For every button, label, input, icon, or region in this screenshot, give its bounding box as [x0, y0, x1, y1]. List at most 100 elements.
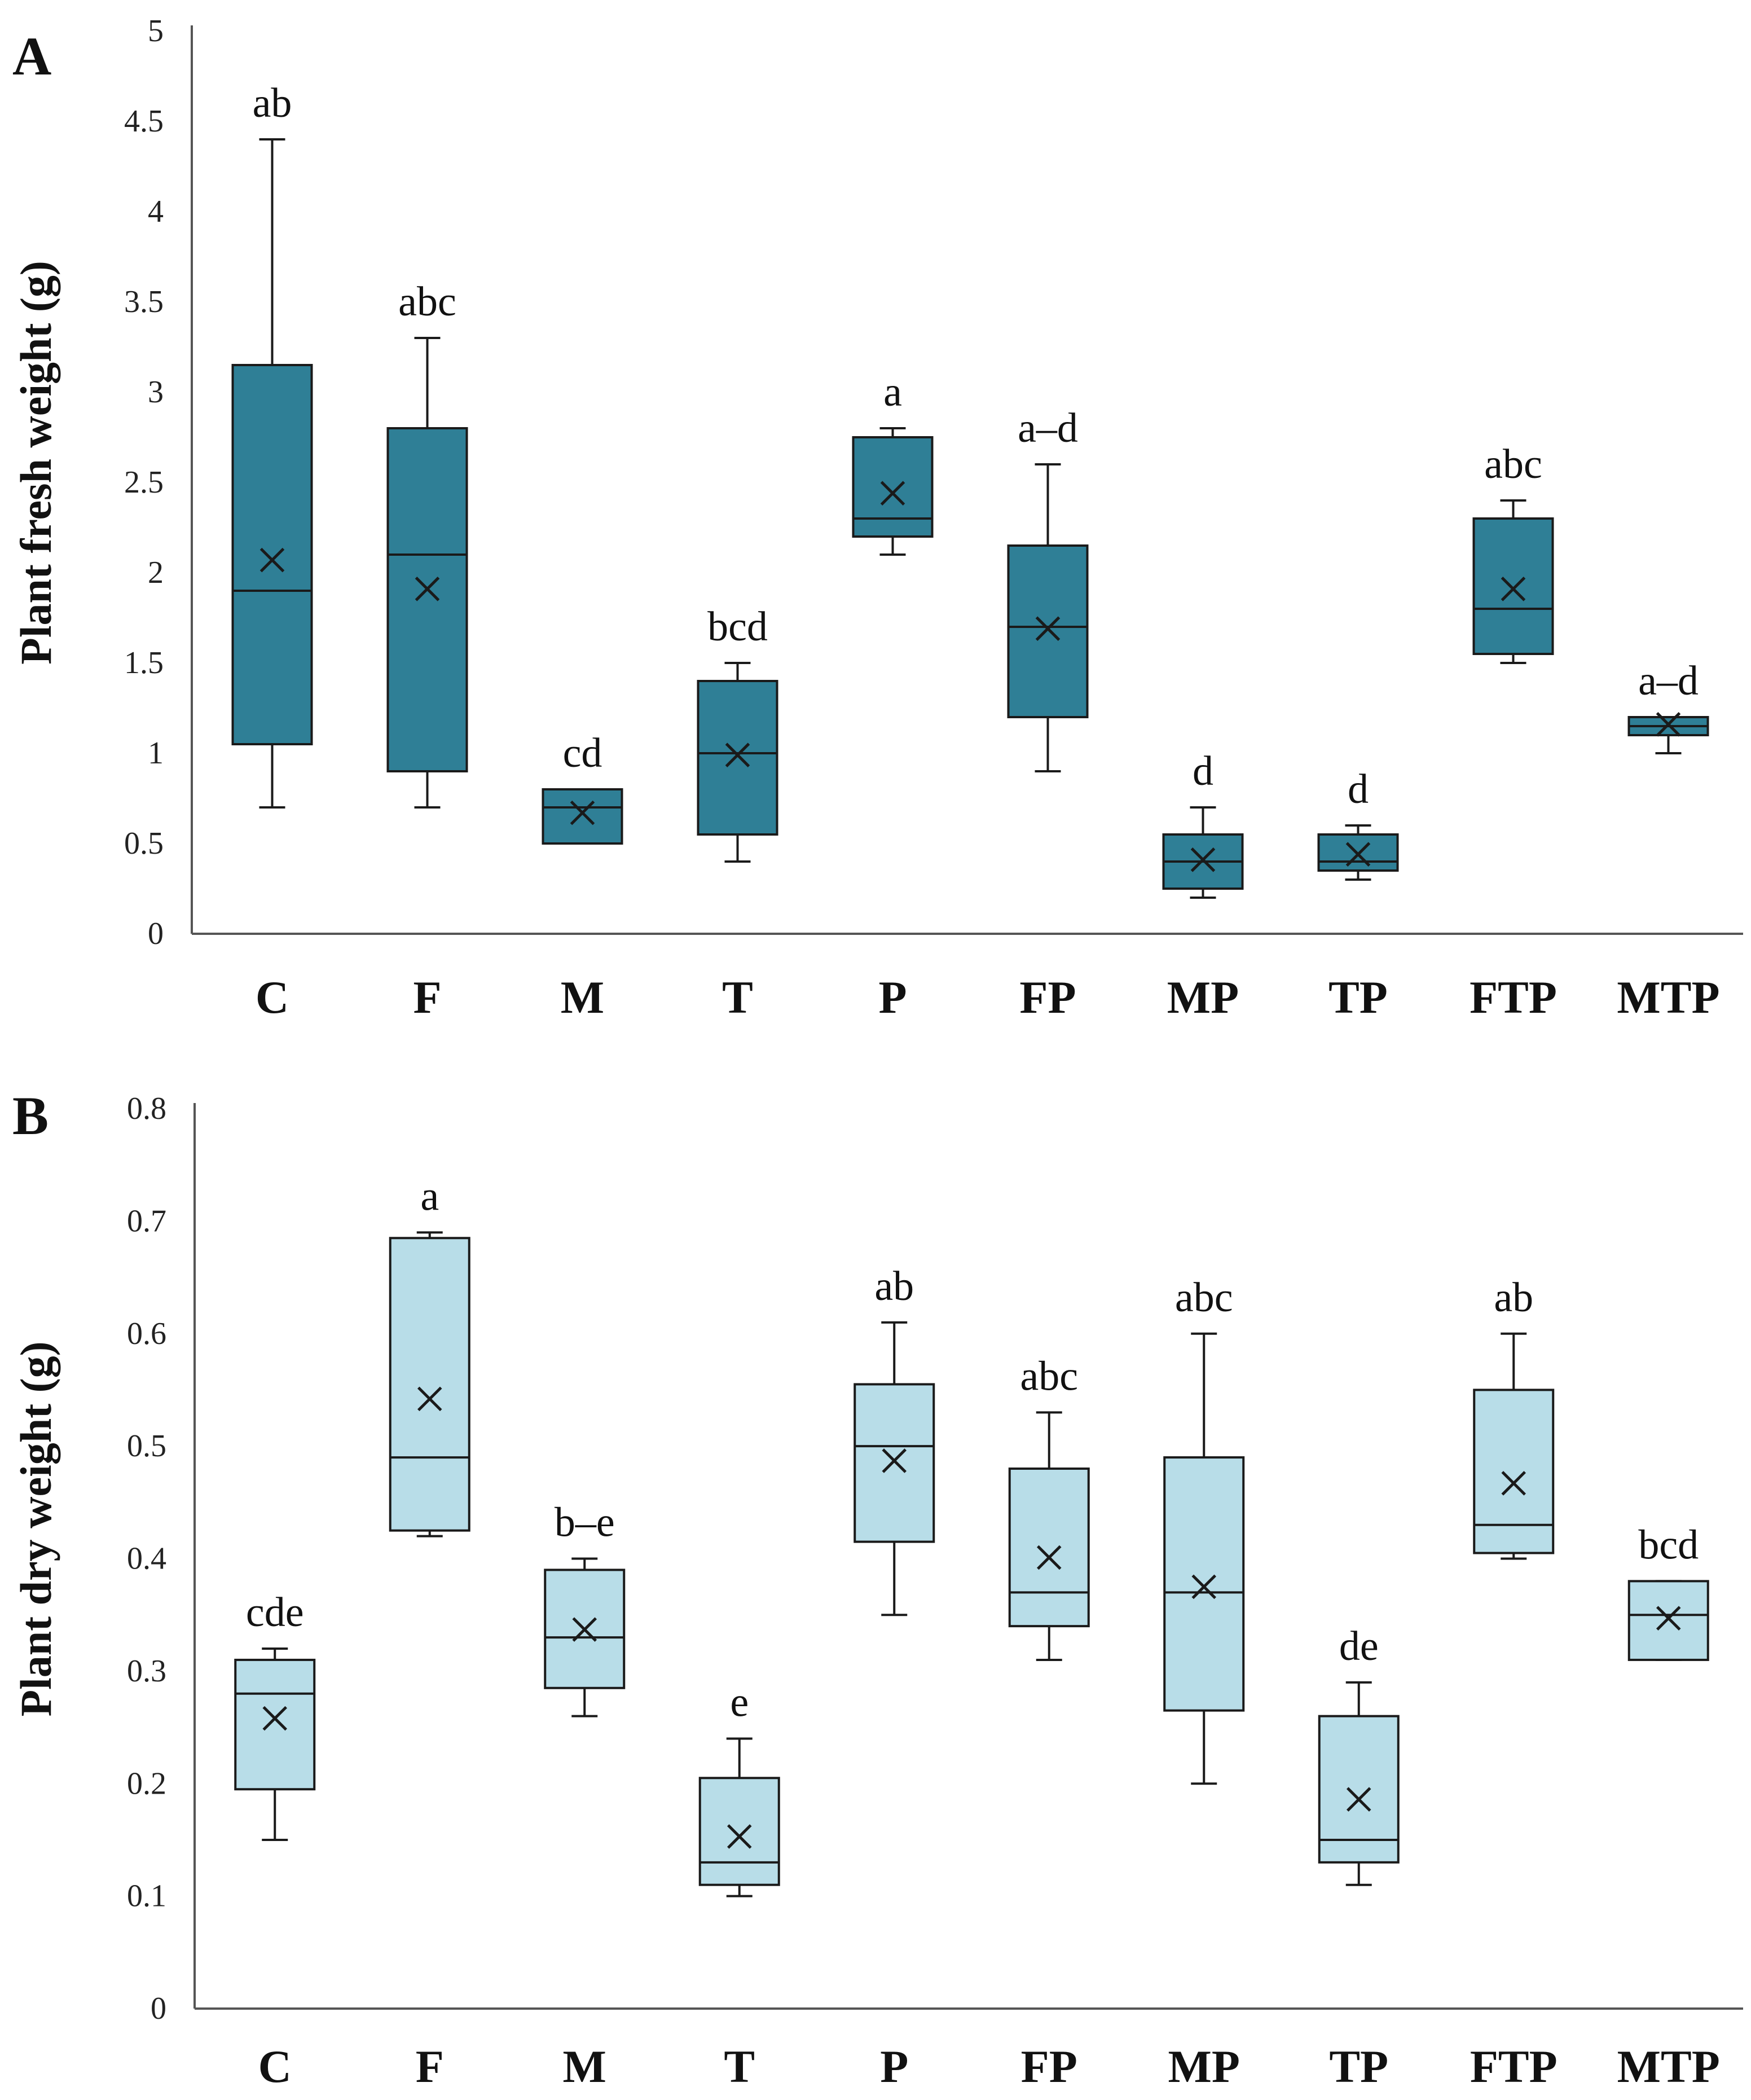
mean-marker	[1656, 712, 1681, 737]
y-tick-label: 0	[148, 916, 164, 951]
y-tick-label: 4.5	[124, 104, 164, 139]
y-tick-label: 3	[148, 375, 164, 410]
box-TP: de	[1318, 1623, 1400, 1886]
box-F: a	[389, 1173, 470, 1537]
panel-B: B Plant dry weight (g) 0 0.1 0.2 0.3 0.4 0.5 0.6…	[11, 1086, 1743, 2092]
significance-label: d	[1193, 748, 1213, 794]
box-iqr	[1008, 1468, 1090, 1628]
y-tick-label: 0.2	[127, 1766, 166, 1801]
y-tick-label: 2	[148, 555, 164, 590]
x-tick-label: F	[416, 2041, 444, 2092]
y-tick-label: 0.7	[127, 1203, 166, 1238]
box-iqr	[234, 1658, 316, 1791]
x-tick-label: FTP	[1470, 972, 1557, 1023]
y-tick-label: 0.8	[127, 1091, 166, 1126]
mean-marker	[415, 577, 440, 601]
x-tick-label: P	[878, 972, 907, 1023]
box-C: ab	[231, 80, 313, 809]
box-iqr	[542, 788, 623, 845]
panel-letter: A	[12, 26, 51, 86]
box-MP: d	[1162, 748, 1244, 899]
significance-label: abc	[1175, 1275, 1233, 1321]
box-iqr	[231, 364, 313, 745]
box-iqr	[698, 1777, 780, 1886]
box-FTP: abc	[1472, 441, 1554, 664]
box-FP: abc	[1008, 1353, 1090, 1661]
x-tick-label: FP	[1019, 972, 1076, 1023]
y-tick-label: 0.1	[127, 1879, 166, 1914]
x-tick-label: T	[722, 972, 753, 1023]
x-tick-label: C	[258, 2041, 292, 2092]
box-iqr	[697, 680, 778, 836]
box-MTP: a–d	[1627, 658, 1709, 754]
box-iqr	[852, 436, 934, 538]
y-tick-label: 2.5	[124, 465, 164, 500]
box-FP: a–d	[1007, 405, 1089, 772]
mean-marker	[1501, 1471, 1526, 1496]
mean-marker	[880, 481, 905, 506]
x-tick-label: F	[413, 972, 441, 1023]
mean-marker	[570, 800, 595, 825]
box-iqr	[386, 427, 468, 772]
y-tick-label: 0.5	[124, 826, 164, 861]
y-tick-label: 1	[148, 736, 164, 771]
box-M: cd	[542, 730, 623, 845]
x-tick-label: MTP	[1617, 972, 1719, 1023]
box-MP: abc	[1163, 1275, 1245, 1785]
box-P: ab	[853, 1263, 935, 1616]
mean-marker	[572, 1617, 597, 1642]
mean-marker	[1656, 1606, 1681, 1631]
x-tick-label: MTP	[1617, 2041, 1720, 2092]
significance-label: ab	[874, 1263, 914, 1310]
x-tick-label: TP	[1328, 972, 1388, 1023]
box-M: b–e	[544, 1500, 626, 1717]
y-tick-label: 0.6	[127, 1316, 166, 1351]
panel-letter: B	[12, 1086, 49, 1146]
box-iqr	[853, 1383, 935, 1543]
x-tick-label: FTP	[1470, 2041, 1558, 2092]
x-tick-label: MP	[1168, 2041, 1240, 2092]
x-tick-label: MP	[1167, 972, 1239, 1023]
significance-label: a	[883, 369, 902, 415]
mean-marker	[417, 1386, 442, 1412]
significance-label: b–e	[555, 1500, 615, 1546]
box-P: a	[852, 369, 934, 556]
x-tick-label: C	[256, 972, 289, 1023]
significance-label: e	[730, 1680, 749, 1726]
x-tick-label: M	[563, 2041, 606, 2092]
significance-label: a–d	[1638, 658, 1699, 704]
mean-marker	[1191, 1574, 1217, 1600]
significance-label: cd	[563, 730, 602, 776]
box-iqr	[389, 1237, 470, 1532]
mean-marker	[725, 743, 750, 767]
significance-label: bcd	[707, 604, 768, 650]
significance-label: a	[420, 1173, 439, 1219]
y-axis-label: Plant dry weight (g)	[11, 1341, 60, 1716]
panel-A: A Plant fresh weight (g) 0 0.5 1 1.5 2 2.5 3 3.5 4…	[11, 14, 1743, 1023]
significance-label: abc	[1020, 1353, 1078, 1399]
x-tick-label: P	[880, 2041, 908, 2092]
x-tick-label: FP	[1021, 2041, 1077, 2092]
box-iqr	[1318, 1715, 1400, 1864]
box-FTP: ab	[1473, 1275, 1555, 1560]
box-C: cde	[234, 1589, 316, 1841]
mean-marker	[259, 547, 285, 573]
y-tick-label: 0	[151, 1991, 166, 2026]
mean-marker	[1501, 577, 1526, 601]
significance-label: bcd	[1638, 1522, 1699, 1568]
y-tick-label: 3.5	[124, 284, 164, 319]
y-tick-label: 0.3	[127, 1654, 166, 1689]
mean-marker	[262, 1706, 288, 1731]
mean-marker	[1035, 616, 1061, 641]
y-tick-label: 1.5	[124, 645, 164, 680]
box-MTP: bcd	[1627, 1522, 1709, 1661]
x-tick-label: T	[724, 2041, 755, 2092]
x-tick-label: TP	[1329, 2041, 1388, 2092]
mean-marker	[1190, 847, 1216, 872]
significance-label: a–d	[1018, 405, 1078, 451]
significance-label: ab	[1494, 1275, 1533, 1321]
mean-marker	[882, 1448, 907, 1473]
significance-label: de	[1339, 1623, 1379, 1670]
x-tick-label: M	[561, 972, 604, 1023]
